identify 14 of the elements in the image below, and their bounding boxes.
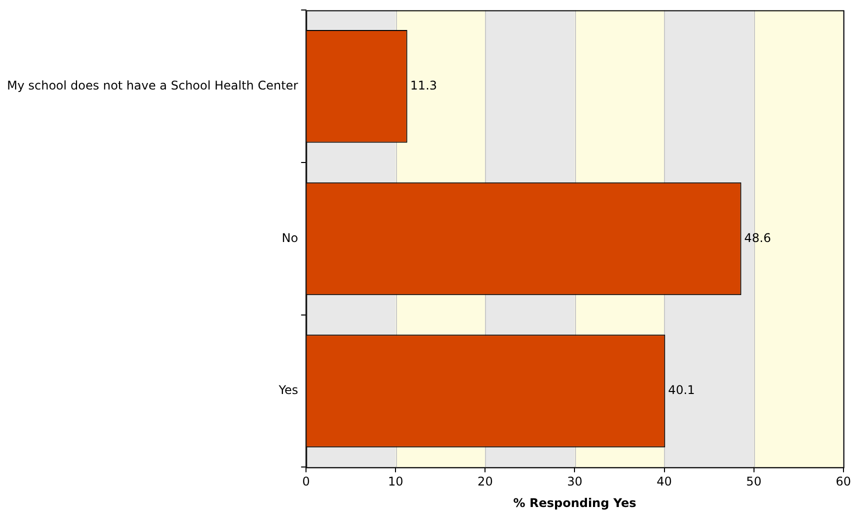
y-tick-label: Yes (278, 383, 298, 398)
x-tick-label: 50 (746, 474, 762, 489)
x-tick-label: 20 (478, 474, 493, 489)
data-label: 48.6 (744, 230, 772, 245)
x-tick-label: 0 (302, 474, 310, 489)
y-tick-label: No (282, 230, 298, 245)
y-tick-label: My school does not have a School Health Center (6, 78, 298, 92)
x-tick-label: 30 (567, 474, 582, 489)
x-tick-label: 10 (388, 474, 404, 489)
x-tick-label: 60 (836, 474, 852, 489)
data-label: 40.1 (668, 383, 695, 398)
data-label: 11.3 (410, 78, 438, 92)
x-axis-title: % Responding Yes (513, 496, 636, 510)
x-tick-label: 40 (656, 474, 672, 489)
